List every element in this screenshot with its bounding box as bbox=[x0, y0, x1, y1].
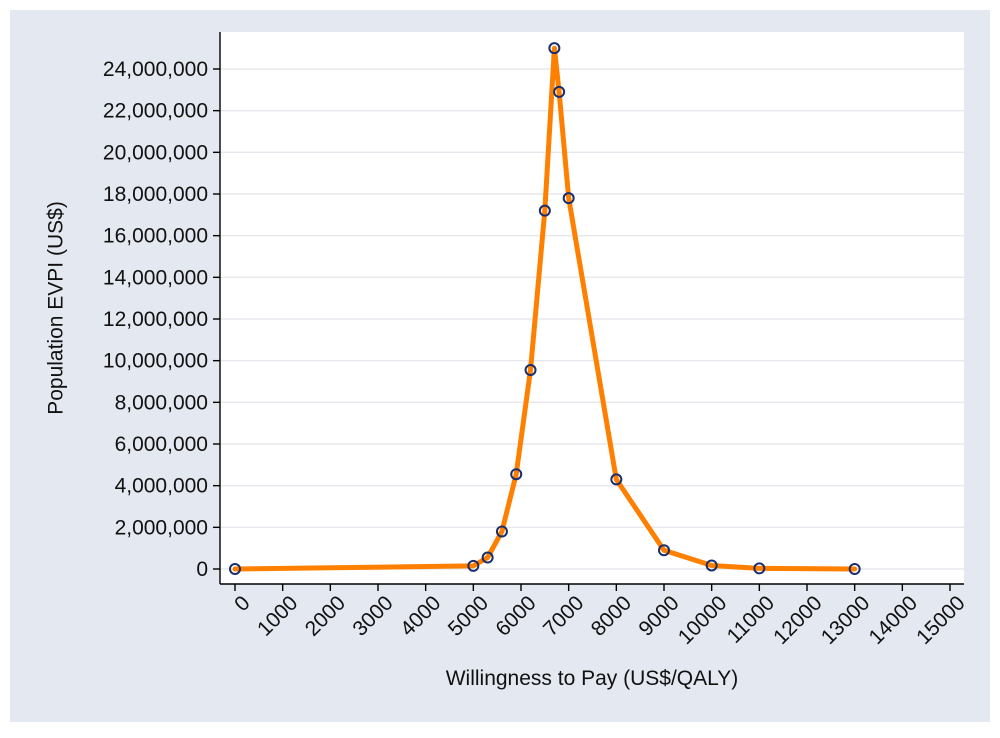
x-tick-label: 12000 bbox=[769, 591, 827, 649]
x-axis-ticks: 0100020003000400050006000700080009000100… bbox=[230, 584, 970, 649]
data-point bbox=[510, 468, 523, 481]
y-tick-label: 2,000,000 bbox=[115, 516, 208, 539]
x-tick-label: 10000 bbox=[674, 591, 732, 649]
data-point bbox=[548, 42, 561, 55]
plot-area bbox=[220, 32, 964, 584]
x-tick-label: 5000 bbox=[444, 591, 493, 640]
y-tick-label: 0 bbox=[196, 558, 208, 581]
grid-lines bbox=[220, 68, 964, 570]
x-tick-label: 3000 bbox=[348, 591, 397, 640]
y-axis-title: Population EVPI (US$) bbox=[45, 201, 68, 415]
y-tick-label: 12,000,000 bbox=[103, 308, 208, 331]
data-point bbox=[495, 525, 508, 538]
y-tick-label: 20,000,000 bbox=[103, 141, 208, 164]
series-line bbox=[232, 45, 858, 572]
data-point bbox=[538, 204, 551, 217]
x-tick-label: 13000 bbox=[817, 591, 875, 649]
x-tick-label: 2000 bbox=[301, 591, 350, 640]
data-point bbox=[553, 85, 566, 98]
data-point bbox=[848, 563, 861, 575]
y-tick-label: 10,000,000 bbox=[103, 350, 208, 373]
y-tick-label: 22,000,000 bbox=[103, 100, 208, 123]
data-point bbox=[562, 192, 575, 205]
x-axis-title: Willingness to Pay (US$/QALY) bbox=[446, 667, 739, 690]
data-point bbox=[524, 364, 537, 377]
data-point bbox=[753, 562, 766, 575]
y-tick-label: 14,000,000 bbox=[103, 266, 208, 289]
y-tick-label: 6,000,000 bbox=[115, 433, 208, 456]
data-point bbox=[610, 473, 623, 486]
data-point bbox=[467, 559, 480, 572]
data-point bbox=[229, 563, 241, 575]
y-tick-label: 8,000,000 bbox=[115, 391, 208, 414]
y-tick-label: 16,000,000 bbox=[103, 225, 208, 248]
data-series bbox=[229, 42, 861, 575]
y-axis-ticks: 0 2,000,000 4,000,000 6,000,000 8,000,000 10,… bbox=[103, 58, 220, 581]
x-tick-label: 14000 bbox=[864, 591, 922, 649]
y-tick-label: 4,000,000 bbox=[115, 475, 208, 498]
x-tick-label: 6000 bbox=[491, 591, 540, 640]
x-tick-label: 7000 bbox=[539, 591, 588, 640]
x-tick-label: 4000 bbox=[396, 591, 445, 640]
x-tick-label: 8000 bbox=[587, 591, 636, 640]
y-tick-label: 18,000,000 bbox=[103, 183, 208, 206]
x-tick-label: 15000 bbox=[912, 591, 970, 649]
x-tick-label: 1000 bbox=[253, 591, 302, 640]
data-point bbox=[481, 551, 494, 564]
data-point bbox=[705, 559, 718, 572]
x-tick-label: 0 bbox=[230, 591, 255, 616]
x-tick-label: 11000 bbox=[723, 591, 779, 647]
data-point bbox=[658, 544, 670, 557]
axes bbox=[219, 32, 964, 585]
y-tick-label: 24,000,000 bbox=[103, 58, 208, 81]
